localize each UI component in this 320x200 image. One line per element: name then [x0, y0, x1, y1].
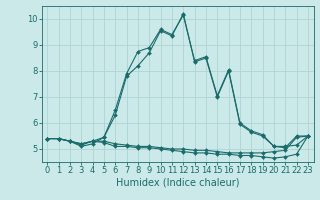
- X-axis label: Humidex (Indice chaleur): Humidex (Indice chaleur): [116, 178, 239, 188]
